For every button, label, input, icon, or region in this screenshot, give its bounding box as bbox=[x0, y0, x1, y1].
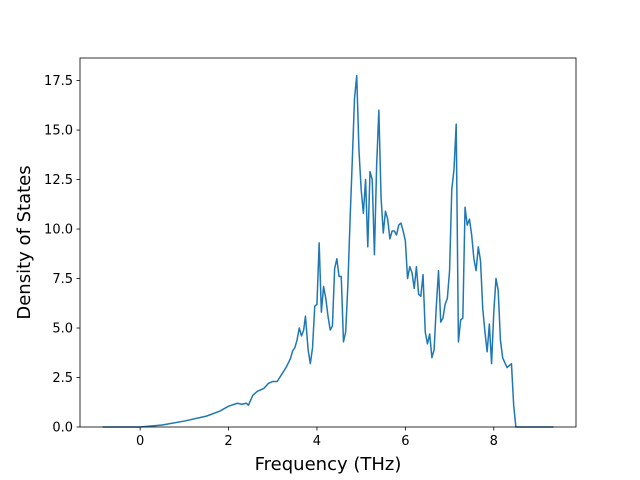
y-axis-label: Density of States bbox=[14, 165, 35, 319]
x-axis-label: Frequency (THz) bbox=[255, 454, 402, 475]
y-tick-label: 15.0 bbox=[44, 124, 73, 139]
y-tick-label: 0.0 bbox=[52, 421, 73, 436]
y-tick-label: 17.5 bbox=[44, 74, 73, 89]
x-tick-label: 2 bbox=[224, 434, 232, 449]
y-tick-label: 12.5 bbox=[44, 173, 73, 188]
y-tick-label: 10.0 bbox=[44, 223, 73, 238]
x-tick-label: 0 bbox=[136, 434, 144, 449]
x-tick-label: 4 bbox=[313, 434, 321, 449]
plot-frame bbox=[79, 57, 577, 428]
line-series bbox=[102, 74, 554, 428]
x-tick-label: 8 bbox=[490, 434, 498, 449]
y-tick-label: 2.5 bbox=[52, 371, 73, 386]
x-tick-label: 6 bbox=[401, 434, 409, 449]
y-tick-label: 7.5 bbox=[52, 272, 73, 287]
y-tick-label: 5.0 bbox=[52, 322, 73, 337]
